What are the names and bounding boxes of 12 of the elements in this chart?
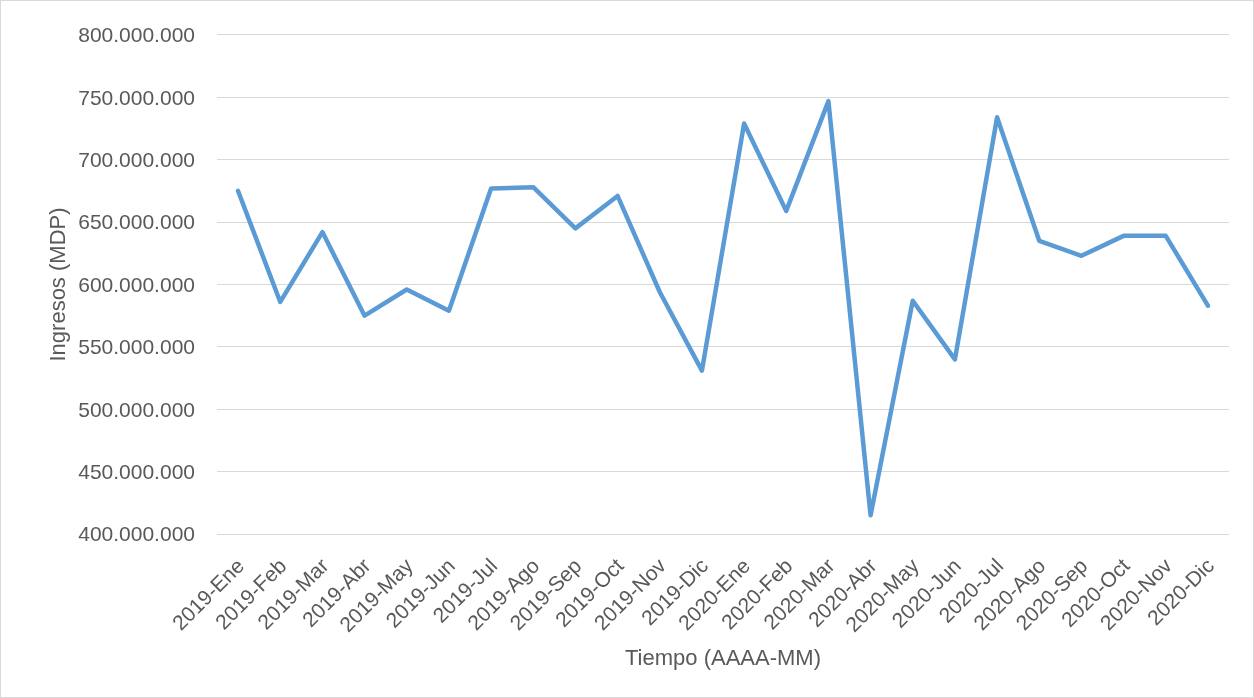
y-tick-label: 450.000.000 bbox=[78, 459, 195, 483]
y-tick-label: 400.000.000 bbox=[78, 522, 195, 546]
y-tick-label: 750.000.000 bbox=[78, 85, 195, 109]
y-tick-label: 550.000.000 bbox=[78, 335, 195, 359]
y-tick-label: 500.000.000 bbox=[78, 397, 195, 421]
y-tick-label: 800.000.000 bbox=[78, 23, 195, 47]
line-series bbox=[235, 98, 1211, 518]
y-tick-label: 700.000.000 bbox=[78, 148, 195, 172]
y-tick-label: 650.000.000 bbox=[78, 210, 195, 234]
x-axis-title: Tiempo (AAAA-MM) bbox=[625, 644, 821, 670]
y-axis-title: Ingresos (MDP) bbox=[45, 207, 70, 362]
y-tick-label: 600.000.000 bbox=[78, 272, 195, 296]
